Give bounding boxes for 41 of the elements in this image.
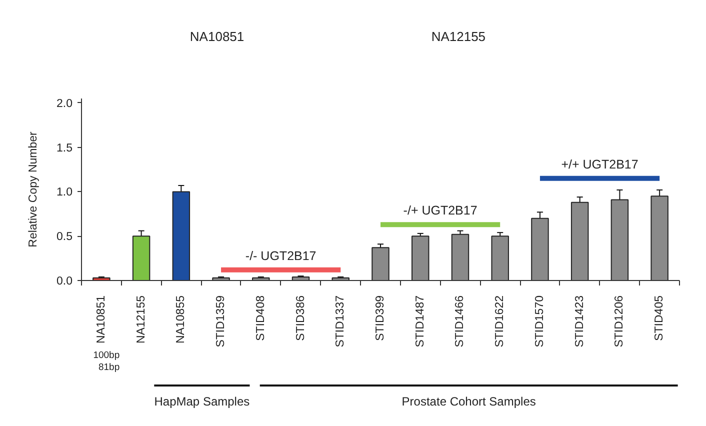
bar	[610, 199, 629, 280]
bar	[491, 236, 509, 280]
y-tick-label: 0.0	[56, 276, 73, 288]
x-tick-label: STID1622	[494, 295, 506, 348]
text: HapMap Samples	[154, 394, 250, 408]
bar	[650, 196, 668, 280]
y-tick-label: 2.0	[56, 98, 73, 110]
x-tick-label: STID1359	[215, 295, 228, 348]
bar	[570, 202, 589, 280]
x-tick-label: STID386	[294, 295, 307, 341]
bar	[132, 236, 150, 280]
x-tick-label: NA10855	[175, 295, 188, 344]
text: Prostate Cohort Samples	[402, 394, 536, 408]
y-tick-label: 1.5	[56, 142, 73, 154]
x-tick-label: STID399	[374, 295, 386, 341]
y-axis-title: Relative Copy Number	[28, 131, 40, 248]
x-tick-label: NA10851	[95, 295, 108, 344]
series-label: -/+ UGT2B17	[403, 204, 478, 218]
text: NA12155	[431, 29, 486, 44]
text: NA10851	[190, 29, 244, 44]
x-tick-label: STID408	[254, 295, 267, 341]
bar	[172, 191, 190, 280]
series-label: +/+ UGT2B17	[561, 157, 638, 172]
bar	[292, 276, 310, 280]
x-tick-label: STID1487	[414, 295, 426, 348]
x-tick-label: STID1206	[614, 295, 626, 348]
text: 100bp	[93, 350, 120, 361]
y-tick-label: 0.5	[56, 231, 73, 244]
x-tick-label: STID1570	[534, 295, 546, 348]
x-tick-label: NA12155	[135, 295, 148, 344]
text: 81bp	[98, 362, 120, 373]
bar	[531, 218, 549, 280]
x-tick-label: STID1466	[454, 295, 466, 348]
bar	[451, 234, 470, 280]
x-tick-label: STID405	[654, 295, 666, 341]
series-label: -/- UGT2B17	[245, 248, 316, 263]
bar	[411, 236, 430, 280]
x-tick-label: STID1423	[574, 295, 586, 348]
bar	[372, 247, 390, 280]
x-tick-label: STID1337	[334, 295, 347, 348]
y-tick-label: 1.0	[56, 186, 73, 199]
